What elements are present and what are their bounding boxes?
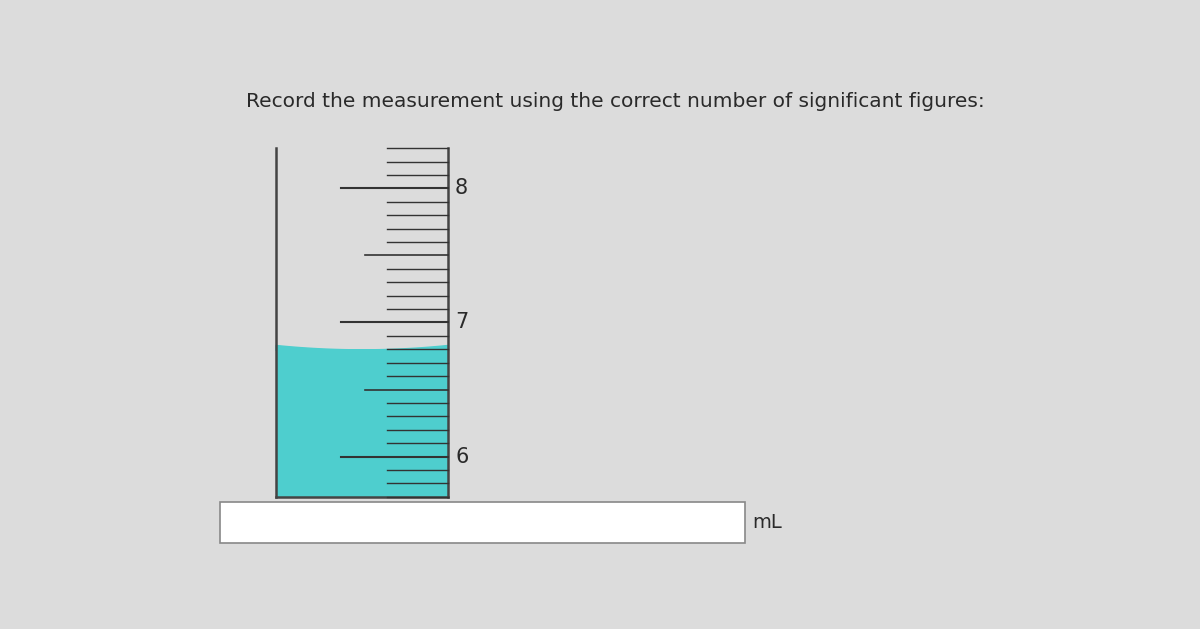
FancyBboxPatch shape xyxy=(220,502,745,543)
Polygon shape xyxy=(276,349,448,497)
Text: 7: 7 xyxy=(455,313,468,333)
Text: mL: mL xyxy=(752,513,782,532)
Text: 6: 6 xyxy=(455,447,468,467)
Text: Record the measurement using the correct number of significant figures:: Record the measurement using the correct… xyxy=(246,92,984,111)
Text: 8: 8 xyxy=(455,179,468,198)
